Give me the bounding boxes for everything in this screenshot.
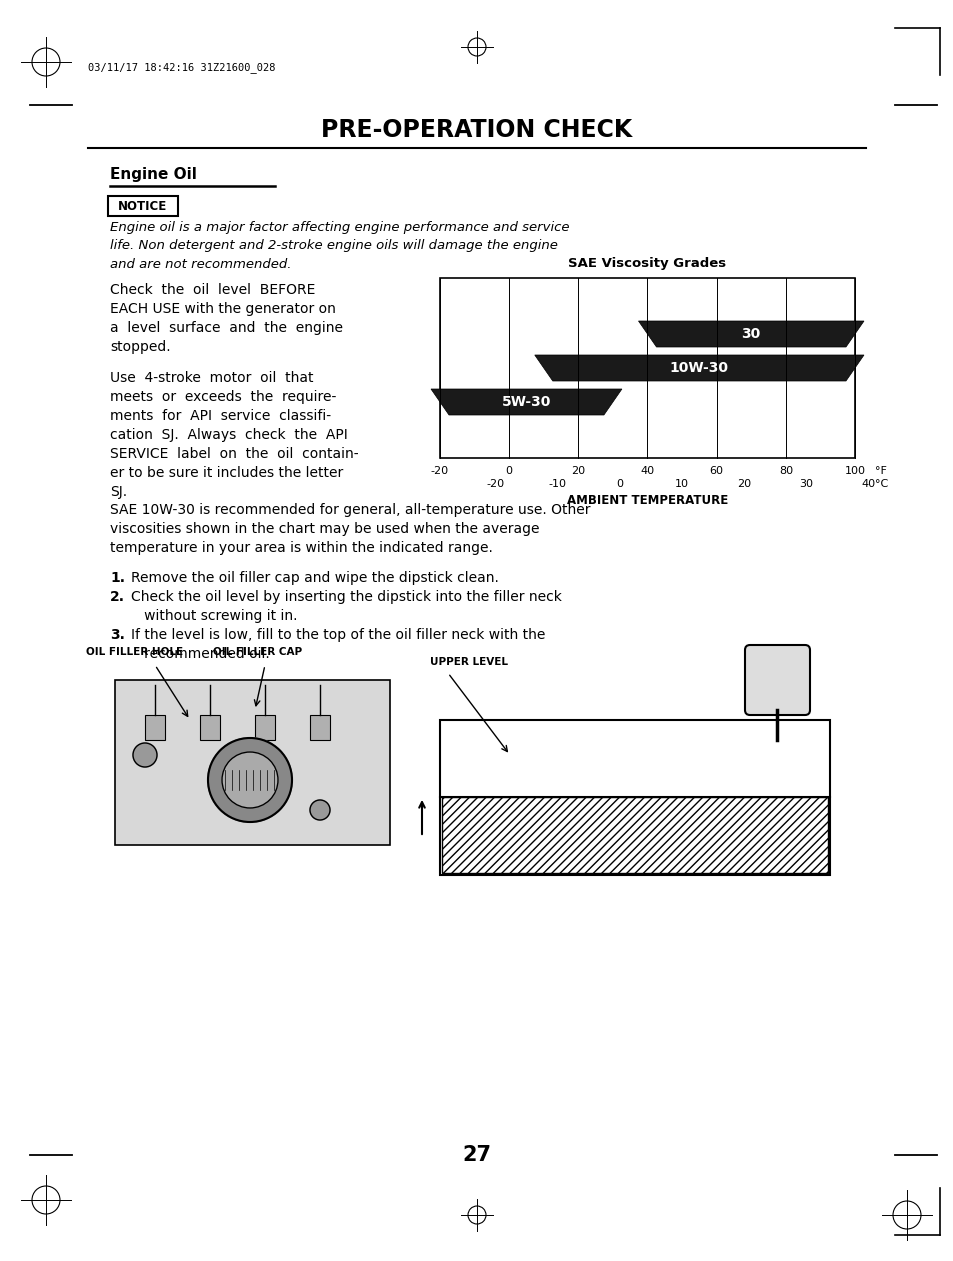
Polygon shape bbox=[535, 356, 863, 381]
Text: EACH USE with the generator on: EACH USE with the generator on bbox=[110, 301, 335, 317]
Bar bbox=[200, 715, 220, 740]
Text: Engine Oil: Engine Oil bbox=[110, 168, 196, 183]
Text: er to be sure it includes the letter: er to be sure it includes the letter bbox=[110, 467, 343, 480]
Text: 3.: 3. bbox=[110, 628, 125, 642]
Bar bbox=[439, 277, 854, 458]
Text: Use  4-stroke  motor  oil  that: Use 4-stroke motor oil that bbox=[110, 371, 314, 385]
Text: °C: °C bbox=[874, 479, 887, 489]
Text: 2.: 2. bbox=[110, 590, 125, 604]
Text: a  level  surface  and  the  engine: a level surface and the engine bbox=[110, 322, 343, 335]
Text: stopped.: stopped. bbox=[110, 340, 171, 354]
Text: without screwing it in.: without screwing it in. bbox=[131, 609, 297, 623]
Text: 60: 60 bbox=[709, 467, 723, 475]
Text: OIL FILLER HOLE: OIL FILLER HOLE bbox=[87, 647, 183, 657]
Bar bbox=[115, 680, 390, 845]
Text: and are not recommended.: and are not recommended. bbox=[110, 257, 292, 271]
Text: -10: -10 bbox=[548, 479, 566, 489]
Text: 40: 40 bbox=[861, 479, 875, 489]
Text: PRE-OPERATION CHECK: PRE-OPERATION CHECK bbox=[321, 119, 632, 142]
Text: meets  or  exceeds  the  require-: meets or exceeds the require- bbox=[110, 390, 336, 404]
Text: SAE 10W-30 is recommended for general, all-temperature use. Other: SAE 10W-30 is recommended for general, a… bbox=[110, 503, 590, 517]
Text: NOTICE: NOTICE bbox=[118, 199, 168, 213]
Text: 10: 10 bbox=[675, 479, 688, 489]
Text: Engine oil is a major factor affecting engine performance and service: Engine oil is a major factor affecting e… bbox=[110, 222, 569, 235]
Text: 0: 0 bbox=[505, 467, 512, 475]
Text: SAE Viscosity Grades: SAE Viscosity Grades bbox=[568, 257, 726, 271]
Text: SJ.: SJ. bbox=[110, 485, 127, 499]
Text: 20: 20 bbox=[571, 467, 585, 475]
Bar bbox=[254, 715, 274, 740]
Bar bbox=[145, 715, 165, 740]
Bar bbox=[310, 715, 330, 740]
Text: °F: °F bbox=[874, 467, 886, 475]
Text: 100: 100 bbox=[843, 467, 864, 475]
Circle shape bbox=[222, 752, 277, 808]
Text: 80: 80 bbox=[778, 467, 792, 475]
Polygon shape bbox=[638, 322, 863, 347]
Text: life. Non detergent and 2-stroke engine oils will damage the engine: life. Non detergent and 2-stroke engine … bbox=[110, 240, 558, 252]
Text: temperature in your area is within the indicated range.: temperature in your area is within the i… bbox=[110, 541, 493, 555]
Circle shape bbox=[132, 743, 157, 767]
Text: cation  SJ.  Always  check  the  API: cation SJ. Always check the API bbox=[110, 427, 348, 443]
Circle shape bbox=[208, 738, 292, 822]
Polygon shape bbox=[431, 388, 621, 415]
Text: SERVICE  label  on  the  oil  contain-: SERVICE label on the oil contain- bbox=[110, 446, 358, 462]
Polygon shape bbox=[441, 797, 827, 873]
Text: 27: 27 bbox=[462, 1145, 491, 1165]
Text: 10W-30: 10W-30 bbox=[669, 361, 728, 375]
Circle shape bbox=[310, 799, 330, 820]
Polygon shape bbox=[439, 720, 829, 875]
Text: recommended oil.: recommended oil. bbox=[131, 647, 270, 661]
Text: Check  the  oil  level  BEFORE: Check the oil level BEFORE bbox=[110, 282, 315, 298]
Bar bbox=[108, 195, 178, 216]
Text: Remove the oil filler cap and wipe the dipstick clean.: Remove the oil filler cap and wipe the d… bbox=[131, 571, 498, 585]
Text: 30: 30 bbox=[740, 327, 760, 340]
Text: 0: 0 bbox=[616, 479, 622, 489]
Text: viscosities shown in the chart may be used when the average: viscosities shown in the chart may be us… bbox=[110, 522, 539, 536]
Text: If the level is low, fill to the top of the oil filler neck with the: If the level is low, fill to the top of … bbox=[131, 628, 545, 642]
Text: OIL FILLER CAP: OIL FILLER CAP bbox=[213, 647, 302, 657]
Text: AMBIENT TEMPERATURE: AMBIENT TEMPERATURE bbox=[566, 493, 727, 507]
FancyBboxPatch shape bbox=[744, 644, 809, 715]
Text: 40: 40 bbox=[639, 467, 654, 475]
Text: ments  for  API  service  classifi-: ments for API service classifi- bbox=[110, 409, 331, 422]
Text: -20: -20 bbox=[486, 479, 504, 489]
Text: 03/11/17 18:42:16 31Z21600_028: 03/11/17 18:42:16 31Z21600_028 bbox=[88, 63, 275, 73]
Text: 1.: 1. bbox=[110, 571, 125, 585]
Text: 20: 20 bbox=[737, 479, 751, 489]
Text: UPPER LEVEL: UPPER LEVEL bbox=[430, 657, 507, 667]
Text: 30: 30 bbox=[799, 479, 813, 489]
Text: -20: -20 bbox=[431, 467, 449, 475]
Text: Check the oil level by inserting the dipstick into the filler neck: Check the oil level by inserting the dip… bbox=[131, 590, 561, 604]
Text: 5W-30: 5W-30 bbox=[501, 395, 551, 409]
